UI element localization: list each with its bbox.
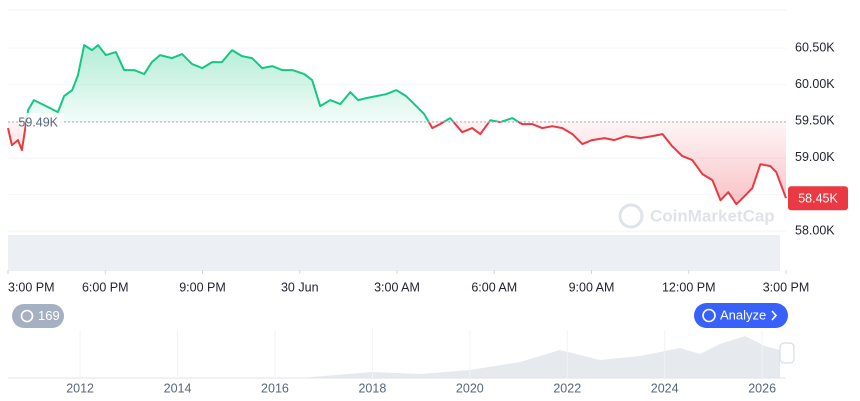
x-tick-label: 9:00 AM: [569, 280, 615, 294]
x-tick-label: 30 Jun: [281, 280, 319, 294]
x-tick-label: 3:00 PM: [763, 280, 810, 294]
history-button[interactable]: 169: [12, 304, 64, 328]
last-price-tag: [788, 186, 848, 211]
history-icon: [20, 309, 34, 323]
x-tick-label: 3:00 PM: [8, 280, 55, 294]
y-tick-label: 59.00K: [795, 150, 835, 164]
x-tick-label: 3:00 AM: [374, 280, 420, 294]
price-line: [7, 44, 787, 206]
y-tick-label: 60.00K: [795, 77, 835, 91]
watermark: CoinMarketCap: [618, 203, 775, 229]
navigator-year: 2016: [261, 381, 289, 395]
navigator-year: 2020: [456, 381, 484, 395]
navigator-year: 2012: [66, 381, 94, 395]
baseline-label-bg: [26, 113, 64, 132]
x-tick-label: 12:00 PM: [662, 280, 716, 294]
x-tick-label: 6:00 AM: [471, 280, 517, 294]
analyze-label[interactable]: Analyze: [720, 307, 766, 322]
history-count[interactable]: 169: [38, 308, 60, 323]
navigator-year: 2022: [553, 381, 581, 395]
baseline-label: 59.49K: [18, 115, 58, 129]
analyze-button[interactable]: Analyze: [694, 303, 788, 328]
last-price-label: 58.45K: [798, 192, 838, 206]
history-pill[interactable]: [12, 304, 64, 328]
navigator-area: [8, 336, 780, 378]
price-area: [8, 45, 786, 205]
analyze-icon: [702, 308, 716, 323]
navigator-year: 2014: [164, 381, 192, 395]
y-tick-label: 58.00K: [795, 223, 835, 237]
x-tick-label: 9:00 PM: [179, 280, 226, 294]
analyze-pill[interactable]: [694, 303, 788, 328]
volume-band: [8, 235, 780, 271]
watermark-text: CoinMarketCap: [650, 206, 775, 225]
y-tick-label: 59.50K: [795, 114, 835, 128]
x-tick-label: 6:00 PM: [82, 280, 129, 294]
navigator-year: 2026: [748, 381, 776, 395]
navigator-handle[interactable]: [779, 342, 795, 364]
navigator-year: 2024: [651, 381, 679, 395]
analyze-chevron: [771, 310, 778, 321]
y-tick-label: 60.50K: [795, 40, 835, 54]
navigator-year: 2018: [358, 381, 386, 395]
